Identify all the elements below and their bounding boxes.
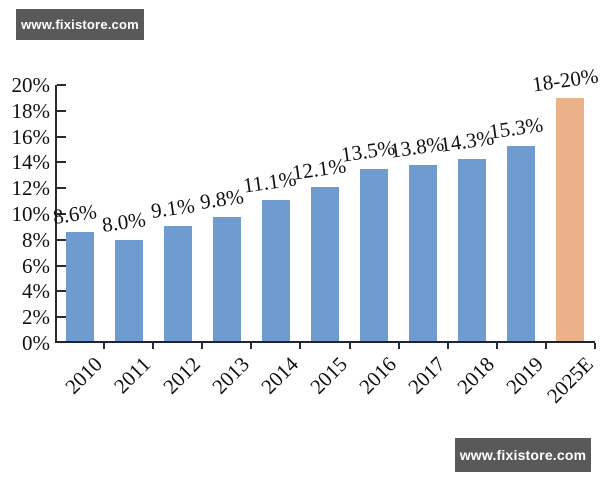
x-tick: [594, 343, 596, 349]
y-tick: [57, 135, 66, 138]
y-tick-label: 0%: [22, 331, 50, 355]
x-category-label-2025E: 2025E: [541, 352, 598, 408]
x-tick: [397, 343, 400, 349]
x-category-label-2011: 2011: [109, 352, 156, 399]
y-tick: [57, 264, 66, 267]
bar-2025E: [556, 97, 585, 343]
bar-2015: [311, 186, 339, 343]
bar-2019: [507, 145, 536, 343]
x-tick: [250, 343, 253, 349]
y-tick: [57, 238, 66, 241]
y-tick: [57, 187, 66, 190]
x-category-label-2017: 2017: [403, 352, 451, 399]
bar-2013: [212, 216, 241, 343]
y-tick: [57, 109, 66, 112]
y-tick-label: 2%: [22, 305, 50, 330]
x-tick: [103, 343, 106, 349]
x-category-label-2019: 2019: [501, 352, 549, 399]
y-tick: [57, 161, 66, 164]
y-tick-label: 10%: [11, 202, 51, 226]
y-tick: [57, 213, 66, 215]
x-category-label-2013: 2013: [207, 352, 254, 399]
y-tick-label: 18%: [11, 98, 51, 123]
x-category-label-2016: 2016: [354, 352, 402, 399]
watermark-bottom: www.fixistore.com: [455, 438, 591, 472]
bar-2017: [409, 164, 438, 343]
bar-2014: [261, 199, 290, 343]
y-axis-line: [55, 85, 57, 343]
x-tick: [446, 343, 449, 349]
y-tick-label: 20%: [11, 73, 51, 97]
y-tick-label: 16%: [11, 124, 51, 149]
y-tick: [57, 84, 66, 86]
bar-2011: [114, 239, 143, 343]
y-tick-label: 8%: [22, 227, 50, 252]
watermark-top: www.fixistore.com: [16, 9, 144, 40]
y-tick: [57, 316, 66, 319]
x-tick: [299, 343, 302, 349]
x-tick: [544, 343, 547, 349]
plot-area: [55, 85, 595, 343]
y-tick-label: 6%: [22, 253, 50, 278]
x-category-label-2018: 2018: [452, 352, 500, 399]
bar-2012: [163, 225, 192, 343]
bar-2018: [458, 158, 487, 343]
x-tick: [495, 343, 498, 349]
y-tick-label: 12%: [11, 176, 51, 201]
x-tick: [348, 343, 351, 349]
x-tick: [201, 343, 204, 349]
y-tick: [57, 290, 66, 293]
x-tick: [152, 343, 155, 349]
x-axis-line: [55, 341, 595, 343]
x-category-label-2015: 2015: [305, 352, 352, 399]
bar-2016: [360, 168, 389, 343]
y-tick-label: 14%: [11, 150, 51, 175]
bar-2010: [65, 232, 94, 343]
x-category-label-2014: 2014: [256, 352, 303, 399]
x-category-label-2010: 2010: [59, 352, 107, 399]
x-category-label-2012: 2012: [158, 352, 205, 399]
y-tick-label: 4%: [22, 279, 50, 304]
